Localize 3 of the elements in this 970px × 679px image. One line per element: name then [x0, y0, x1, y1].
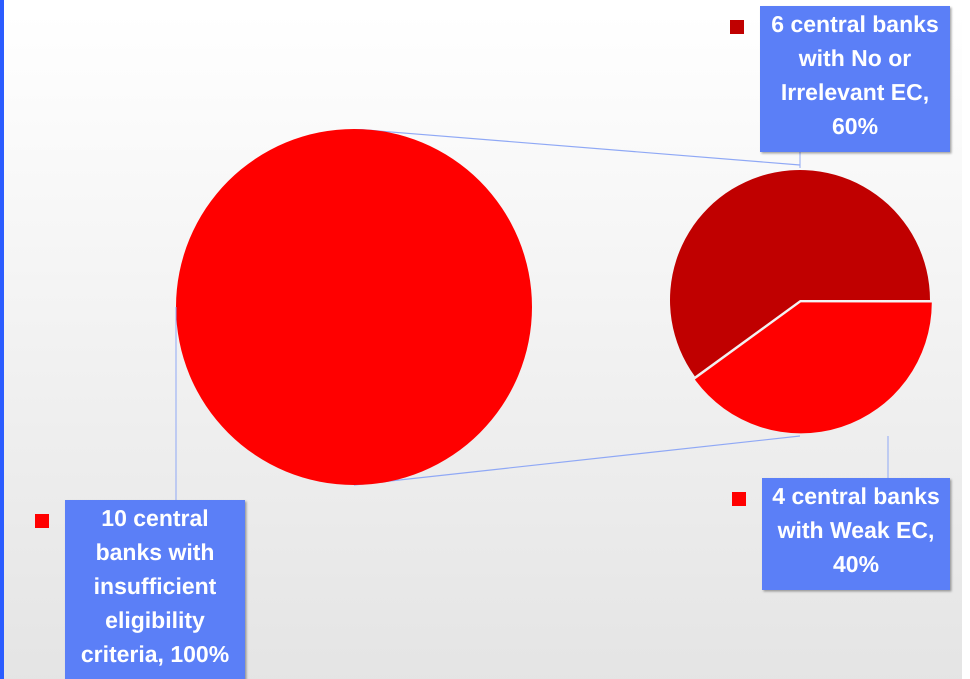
legend-label: 6 central banks with No or Irrelevant EC, 60%	[771, 10, 939, 139]
legend-label: 10 central banks with insufficient eligibility criteria, 100%	[80, 504, 230, 667]
legend-label: 4 central banks with Weak EC, 40%	[772, 482, 940, 577]
